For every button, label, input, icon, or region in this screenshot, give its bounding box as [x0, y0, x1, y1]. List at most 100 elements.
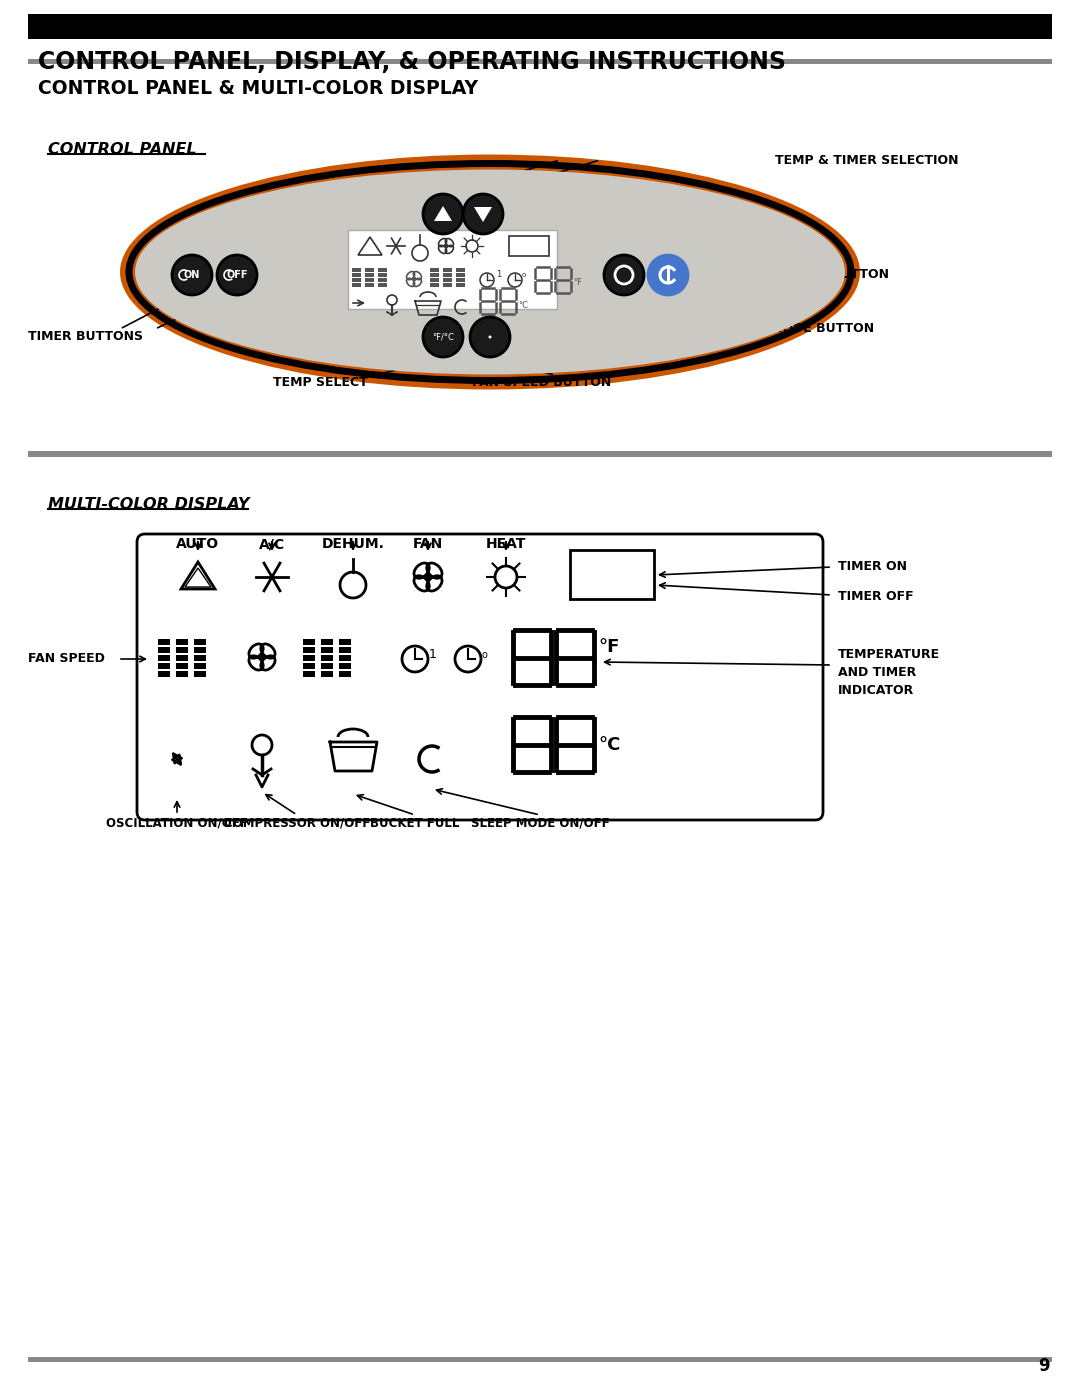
Text: MULTI-COLOR DISPLAY: MULTI-COLOR DISPLAY [48, 497, 249, 511]
Text: TIMER ON: TIMER ON [838, 560, 907, 574]
FancyBboxPatch shape [339, 664, 351, 669]
Text: FAN: FAN [413, 536, 443, 550]
FancyBboxPatch shape [443, 284, 453, 286]
FancyBboxPatch shape [158, 664, 170, 669]
Text: °C: °C [518, 300, 528, 310]
FancyBboxPatch shape [28, 14, 1052, 39]
FancyBboxPatch shape [303, 655, 315, 661]
FancyBboxPatch shape [365, 268, 374, 272]
FancyBboxPatch shape [194, 638, 206, 645]
FancyBboxPatch shape [456, 278, 465, 282]
Circle shape [423, 194, 463, 235]
FancyBboxPatch shape [303, 664, 315, 669]
FancyBboxPatch shape [430, 278, 438, 282]
Circle shape [488, 335, 491, 338]
FancyBboxPatch shape [137, 534, 823, 820]
FancyBboxPatch shape [339, 655, 351, 661]
FancyBboxPatch shape [303, 638, 315, 645]
Text: COMPRESSOR ON/OFF: COMPRESSOR ON/OFF [224, 817, 370, 830]
FancyBboxPatch shape [365, 278, 374, 282]
Circle shape [426, 574, 430, 580]
Circle shape [604, 256, 644, 295]
Text: o: o [522, 272, 526, 278]
Text: HEAT: HEAT [486, 536, 526, 550]
FancyBboxPatch shape [570, 550, 654, 599]
Circle shape [260, 655, 265, 659]
Text: BUCKET FULL: BUCKET FULL [370, 817, 460, 830]
Text: ON: ON [184, 270, 200, 279]
FancyBboxPatch shape [430, 272, 438, 277]
Circle shape [413, 278, 415, 281]
FancyBboxPatch shape [194, 647, 206, 652]
FancyBboxPatch shape [443, 278, 453, 282]
FancyBboxPatch shape [456, 268, 465, 272]
Text: AUTO: AUTO [176, 536, 219, 550]
FancyBboxPatch shape [365, 272, 374, 277]
Text: o: o [482, 650, 488, 659]
Text: CONTROL PANEL, DISPLAY, & OPERATING INSTRUCTIONS: CONTROL PANEL, DISPLAY, & OPERATING INST… [38, 50, 786, 74]
Circle shape [648, 256, 688, 295]
Text: TEMP & TIMER SELECTION: TEMP & TIMER SELECTION [775, 154, 959, 166]
Text: °F/°C: °F/°C [432, 332, 454, 341]
FancyBboxPatch shape [194, 671, 206, 678]
FancyBboxPatch shape [443, 272, 453, 277]
Polygon shape [434, 205, 453, 221]
FancyBboxPatch shape [443, 268, 453, 272]
FancyBboxPatch shape [176, 647, 188, 652]
Text: 1: 1 [429, 648, 437, 662]
FancyBboxPatch shape [352, 284, 361, 286]
Text: A/C: A/C [259, 536, 285, 550]
FancyBboxPatch shape [321, 664, 333, 669]
Text: CONTROL PANEL: CONTROL PANEL [48, 142, 197, 156]
Text: OSCILLATION ON/OFF: OSCILLATION ON/OFF [106, 817, 248, 830]
FancyBboxPatch shape [194, 655, 206, 661]
FancyBboxPatch shape [158, 671, 170, 678]
FancyBboxPatch shape [378, 272, 387, 277]
Text: TIMER OFF: TIMER OFF [838, 591, 914, 604]
FancyBboxPatch shape [176, 638, 188, 645]
Ellipse shape [135, 169, 845, 374]
Polygon shape [474, 207, 492, 222]
FancyBboxPatch shape [303, 647, 315, 652]
Text: TIMER BUTTONS: TIMER BUTTONS [28, 331, 143, 344]
FancyBboxPatch shape [158, 638, 170, 645]
FancyBboxPatch shape [28, 1356, 1052, 1362]
FancyBboxPatch shape [365, 284, 374, 286]
FancyBboxPatch shape [352, 278, 361, 282]
Circle shape [172, 256, 212, 295]
FancyBboxPatch shape [176, 655, 188, 661]
FancyBboxPatch shape [430, 268, 438, 272]
Text: CONTROL PANEL & MULTI-COLOR DISPLAY: CONTROL PANEL & MULTI-COLOR DISPLAY [38, 80, 478, 98]
Text: FAN SPEED: FAN SPEED [28, 652, 105, 665]
Text: TEMPERATURE
AND TIMER
INDICATOR: TEMPERATURE AND TIMER INDICATOR [838, 647, 940, 697]
Text: OFF: OFF [226, 270, 247, 279]
FancyBboxPatch shape [352, 268, 361, 272]
FancyBboxPatch shape [456, 284, 465, 286]
Circle shape [445, 244, 447, 247]
FancyBboxPatch shape [430, 284, 438, 286]
Circle shape [470, 317, 510, 358]
FancyBboxPatch shape [348, 231, 557, 309]
FancyBboxPatch shape [456, 272, 465, 277]
FancyBboxPatch shape [176, 664, 188, 669]
Circle shape [423, 317, 463, 358]
Ellipse shape [120, 155, 860, 390]
FancyBboxPatch shape [378, 268, 387, 272]
Text: °F: °F [598, 638, 619, 657]
FancyBboxPatch shape [378, 278, 387, 282]
FancyBboxPatch shape [339, 647, 351, 652]
Text: °C: °C [598, 736, 620, 754]
FancyBboxPatch shape [378, 284, 387, 286]
FancyBboxPatch shape [509, 236, 549, 256]
Text: 9: 9 [1038, 1356, 1050, 1375]
Circle shape [463, 194, 503, 235]
FancyBboxPatch shape [158, 647, 170, 652]
Text: FAN SPEED BUTTON: FAN SPEED BUTTON [472, 376, 611, 388]
FancyBboxPatch shape [28, 451, 1052, 457]
FancyBboxPatch shape [321, 638, 333, 645]
FancyBboxPatch shape [321, 655, 333, 661]
Text: 1: 1 [496, 270, 501, 279]
FancyBboxPatch shape [28, 59, 1052, 64]
FancyBboxPatch shape [158, 655, 170, 661]
Text: POWER BUTTON: POWER BUTTON [775, 268, 889, 282]
